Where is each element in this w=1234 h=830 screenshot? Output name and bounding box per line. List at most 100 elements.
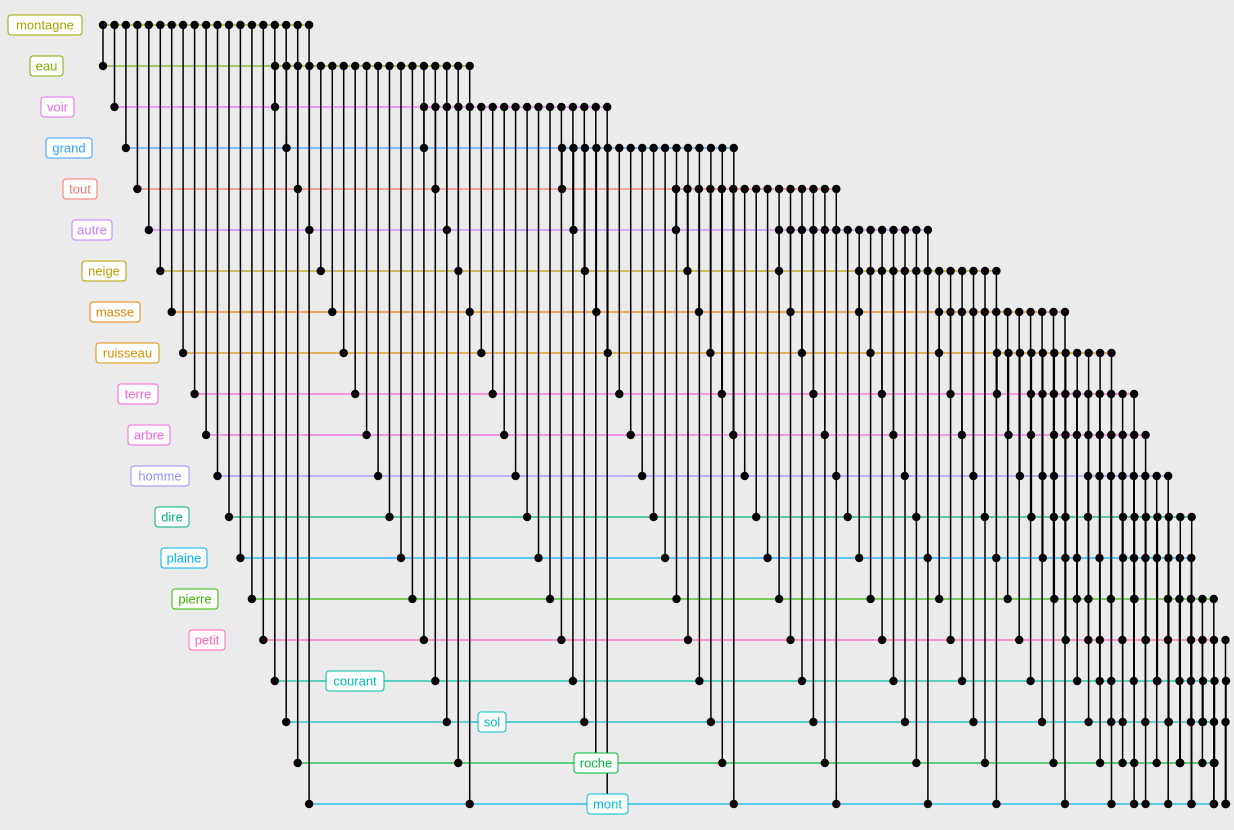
pair-dot [752, 184, 761, 194]
pair-dot [545, 594, 555, 604]
pair-dot [270, 102, 280, 112]
pair-dot [1049, 471, 1059, 481]
pair-dot [740, 184, 749, 194]
pair-dot [809, 184, 818, 194]
pair-dot [820, 225, 829, 235]
pair-dot [1084, 635, 1093, 645]
pair-dot [695, 143, 704, 153]
pair-dot [1061, 348, 1070, 358]
pair-dot [992, 389, 1002, 399]
pair-dot [934, 307, 944, 317]
pair-dot [316, 61, 325, 71]
pair-dot [969, 266, 978, 276]
pair-dot [1118, 717, 1127, 727]
pair-dot [293, 61, 303, 71]
word-label-text: courant [333, 674, 377, 689]
pair-dot [1026, 307, 1035, 317]
word-label-box [127, 424, 171, 446]
pair-dot [889, 225, 898, 235]
pair-dot [190, 20, 199, 30]
pair-dot [946, 307, 955, 317]
pair-dot [649, 512, 658, 522]
pair-dot [1152, 676, 1162, 686]
pair-dot [1015, 635, 1024, 645]
pair-dot [1129, 799, 1139, 809]
pair-dot [1004, 348, 1013, 358]
pair-dot [328, 61, 337, 71]
pair-dot [923, 799, 933, 809]
word-label-text: terre [125, 387, 152, 402]
pair-dot [992, 348, 1002, 358]
pair-dot [900, 717, 910, 727]
pair-dot [809, 717, 818, 727]
pair-dot [224, 20, 234, 30]
pair-dot [419, 61, 429, 71]
pair-dot [729, 184, 738, 194]
word-label-text: neige [88, 264, 120, 279]
pair-dot [557, 184, 567, 194]
pair-dot [615, 389, 624, 399]
pair-dot [843, 512, 852, 522]
pair-dot [1152, 758, 1161, 768]
pair-dot [1209, 635, 1219, 645]
pair-dot [1095, 758, 1105, 768]
pair-dot [638, 143, 647, 153]
pair-dot [797, 225, 807, 235]
word-label-box [325, 670, 385, 692]
word-label-text: mont [593, 797, 622, 812]
pair-dot [259, 20, 268, 30]
pair-dot [419, 635, 429, 645]
word-label-courant: courant [325, 670, 385, 692]
pair-dot [557, 635, 566, 645]
pair-dot [568, 102, 578, 112]
pair-dot [832, 799, 841, 809]
pair-dot [786, 635, 795, 645]
word-label-text: roche [580, 756, 613, 771]
pair-dot [1038, 553, 1048, 563]
pair-dot [545, 102, 555, 112]
pair-dot [557, 102, 566, 112]
pair-dot [1141, 471, 1150, 481]
pair-dot [1084, 430, 1093, 440]
pair-dot [178, 20, 188, 30]
word-label-text: arbre [134, 428, 164, 443]
pair-dot [1083, 471, 1093, 481]
pair-dot [1129, 471, 1139, 481]
pair-dot [603, 102, 612, 112]
pair-dot [282, 717, 291, 727]
word-label-box [45, 137, 93, 159]
pair-dot [1026, 430, 1036, 440]
pair-dot [1084, 389, 1093, 399]
pair-dot [683, 266, 692, 276]
pair-dot [626, 430, 635, 440]
pair-dot [694, 184, 704, 194]
pair-dot [569, 225, 578, 235]
pair-dot [477, 102, 486, 112]
pair-dot [534, 102, 543, 112]
pair-dot [339, 61, 348, 71]
pair-dot [247, 20, 257, 30]
pair-dot [706, 143, 716, 153]
pair-dot [980, 512, 989, 522]
word-label-plaine: plaine [160, 547, 208, 569]
word-label-mont: mont [586, 793, 629, 815]
pair-dot [1072, 594, 1082, 604]
pair-dot [259, 635, 268, 645]
pair-dot [1209, 717, 1219, 727]
pair-dot [671, 225, 681, 235]
pair-dot [1163, 635, 1173, 645]
pair-dot [442, 102, 452, 112]
word-label-text: eau [36, 59, 58, 74]
word-label-text: dire [161, 510, 183, 525]
pair-dot [419, 143, 429, 153]
pair-dot [1118, 553, 1128, 563]
pair-dot [1118, 430, 1127, 440]
pair-dot [477, 348, 486, 358]
pair-dot [1004, 430, 1013, 440]
pair-dot [1118, 389, 1127, 399]
pair-dot [855, 553, 864, 563]
pair-dot [1198, 758, 1207, 768]
word-label-text: plaine [167, 551, 202, 566]
pair-dot [1187, 799, 1196, 809]
pair-dot [1049, 389, 1059, 399]
